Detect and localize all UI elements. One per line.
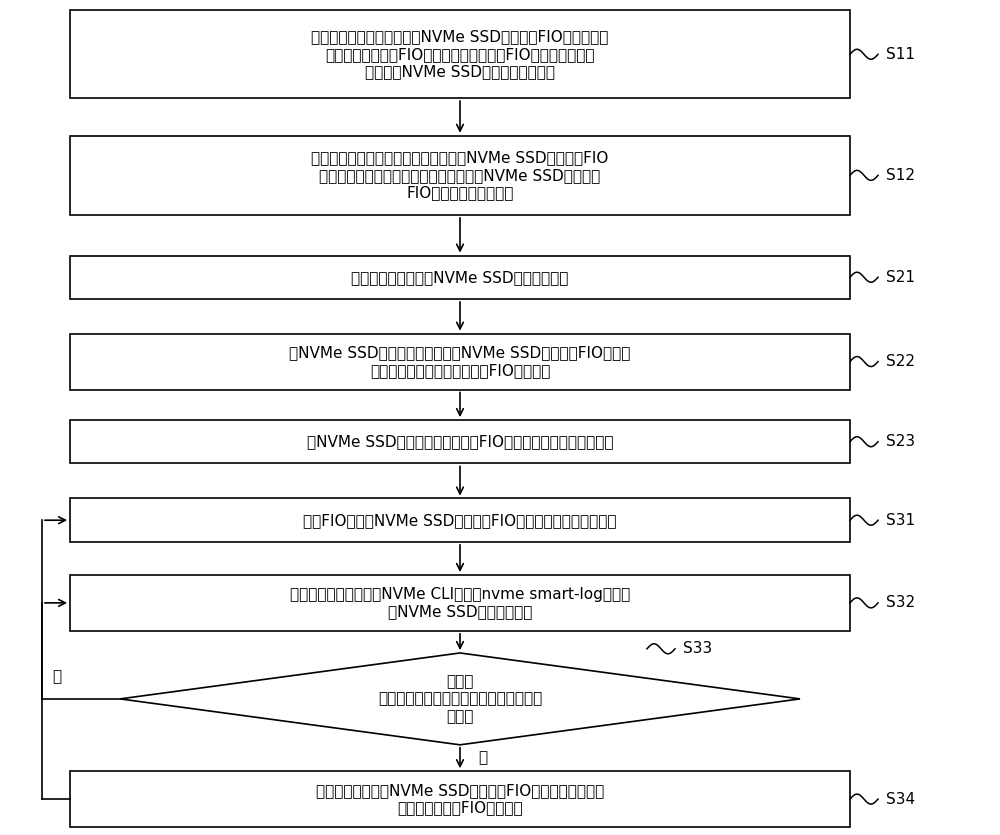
Text: 通过FIO工具对NVMe SSD运行所需FIO工作负载进行可靠性测试: 通过FIO工具对NVMe SSD运行所需FIO工作负载进行可靠性测试 — [303, 513, 617, 528]
Text: S23: S23 — [886, 434, 915, 449]
Polygon shape — [120, 653, 800, 745]
Text: S21: S21 — [886, 270, 915, 285]
Text: 每间隔设定时间段通过NVMe CLI工具的nvme smart-log指令监
测NVMe SSD的实时温度值: 每间隔设定时间段通过NVMe CLI工具的nvme smart-log指令监 测… — [290, 587, 630, 619]
Text: 将NVMe SSD的所需恒温值和所需FIO工作负载加入到样本数据集: 将NVMe SSD的所需恒温值和所需FIO工作负载加入到样本数据集 — [307, 434, 613, 449]
Text: S22: S22 — [886, 354, 915, 369]
Text: S31: S31 — [886, 513, 915, 528]
Text: 判断实
时温度值与所需恒温值的差值是否超过温
度阈值: 判断实 时温度值与所需恒温值的差值是否超过温 度阈值 — [378, 674, 542, 724]
Text: 将所需温度值输入NVMe SSD温度值与FIO工作负载的关系模
型，计算出所需FIO工作负载: 将所需温度值输入NVMe SSD温度值与FIO工作负载的关系模 型，计算出所需F… — [316, 783, 604, 815]
Text: 依据样本数据集获取NVMe SSD的所需恒温值: 依据样本数据集获取NVMe SSD的所需恒温值 — [351, 270, 569, 285]
Text: 基于人工神经网络算法创建NVMe SSD温度值与FIO工作负载的
初级关系模型，以FIO参数作为输入层，以FIO工作负载作为隐
含层，以NVMe SSD温度值作: 基于人工神经网络算法创建NVMe SSD温度值与FIO工作负载的 初级关系模型，… — [311, 29, 609, 79]
Text: 获取样本数据集，并通过样本数据集对NVMe SSD温度值与FIO
工作负载的初级关系模型进行训练，得到NVMe SSD温度值与
FIO工作负载的关系模型: 获取样本数据集，并通过样本数据集对NVMe SSD温度值与FIO 工作负载的初级… — [311, 150, 609, 200]
Bar — [70, 420, 850, 463]
Text: S33: S33 — [683, 641, 712, 656]
Bar — [70, 11, 850, 98]
Text: 是: 是 — [478, 751, 487, 766]
Text: S11: S11 — [886, 47, 915, 62]
Bar — [70, 772, 850, 827]
Bar — [70, 574, 850, 631]
Text: S32: S32 — [886, 595, 915, 610]
Bar — [70, 333, 850, 389]
Bar — [70, 135, 850, 215]
Text: S34: S34 — [886, 792, 915, 807]
Text: 否: 否 — [52, 669, 61, 684]
Text: 将NVMe SSD的所需恒温值输入到NVMe SSD温度值与FIO工作负
载的关系模型中，计算出所需FIO工作负载: 将NVMe SSD的所需恒温值输入到NVMe SSD温度值与FIO工作负 载的关… — [289, 346, 631, 377]
Text: S12: S12 — [886, 168, 915, 183]
Bar — [70, 498, 850, 542]
Bar — [70, 256, 850, 299]
